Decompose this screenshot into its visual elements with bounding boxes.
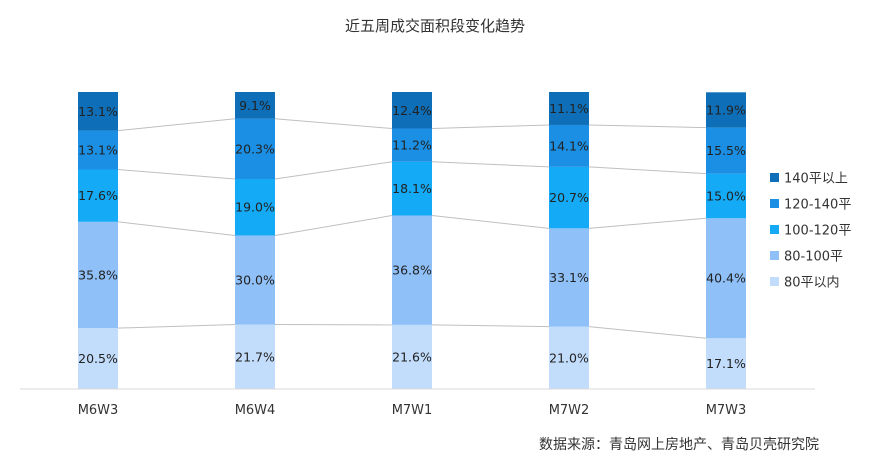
legend: 140平以上 120-140平 100-120平 80-100平 80平以内	[770, 172, 851, 291]
data-label: 21.7%	[235, 349, 275, 364]
connector-line	[588, 124, 707, 129]
bar-segment	[78, 169, 118, 222]
bar-segment	[78, 92, 118, 131]
data-label: 40.4%	[706, 271, 746, 286]
legend-swatch	[770, 173, 779, 182]
data-label: 11.9%	[706, 102, 746, 117]
data-label: 11.1%	[549, 101, 589, 116]
data-label: 14.1%	[549, 138, 589, 153]
data-label: 17.1%	[706, 356, 746, 371]
x-tick-label: M7W1	[392, 403, 433, 418]
connector-line	[117, 118, 236, 132]
bar-segment	[706, 173, 746, 219]
data-label: 13.1%	[78, 143, 118, 158]
x-tick-label: M7W2	[549, 403, 590, 418]
connector-line	[431, 324, 550, 328]
data-label: 21.6%	[392, 349, 432, 364]
connector-line	[431, 215, 550, 229]
chart-title: 近五周成交面积段变化趋势	[345, 17, 525, 35]
data-label: 19.0%	[235, 200, 275, 215]
data-label: 12.4%	[392, 103, 432, 118]
bar-segment	[549, 166, 589, 229]
bar-segment	[392, 324, 432, 389]
legend-label: 140平以上	[784, 172, 848, 187]
bar-segment	[549, 124, 589, 167]
connector-line	[117, 221, 236, 236]
x-tick-label: M7W3	[706, 403, 747, 418]
connector-line	[274, 118, 393, 130]
legend-swatch	[770, 251, 779, 260]
bar-segment	[706, 127, 746, 174]
connector-line	[431, 124, 550, 130]
bar-segment	[78, 130, 118, 170]
connector-line	[588, 326, 707, 339]
connector-line	[274, 215, 393, 236]
x-tick-label: M6W3	[78, 403, 119, 418]
data-label: 18.1%	[392, 181, 432, 196]
bar-segment	[706, 338, 746, 389]
x-axis-ticks: M6W3 M6W4 M7W1 M7W2 M7W3	[78, 403, 747, 418]
bar-segment	[235, 235, 275, 325]
connector-line	[117, 169, 236, 180]
legend-label: 80-100平	[784, 250, 843, 265]
data-label: 36.8%	[392, 263, 432, 278]
bar-segment	[706, 92, 746, 128]
bar-segment	[392, 215, 432, 325]
bar-segment	[392, 128, 432, 162]
bar-segment	[235, 92, 275, 119]
legend-swatch	[770, 225, 779, 234]
connector-line	[431, 161, 550, 168]
data-label: 20.7%	[549, 190, 589, 205]
bar-segment	[78, 221, 118, 329]
bar-segment	[392, 161, 432, 216]
x-tick-label: M6W4	[235, 403, 276, 418]
connector-line	[588, 166, 707, 175]
bar-segment	[706, 218, 746, 339]
connector-line	[117, 324, 236, 329]
data-label: 20.5%	[78, 351, 118, 366]
legend-swatch	[770, 199, 779, 208]
data-label: 11.2%	[392, 138, 432, 153]
connector-line	[588, 217, 707, 229]
connector-line	[274, 161, 393, 180]
data-label: 30.0%	[235, 273, 275, 288]
bar-segment	[549, 326, 589, 389]
data-label: 15.0%	[706, 188, 746, 203]
bars: 20.5% 35.8% 17.6% 13.1% 13.1% 21.7% 30.0% 19.0%…	[78, 92, 746, 389]
data-label: 20.3%	[235, 141, 275, 156]
legend-label: 120-140平	[784, 198, 851, 213]
legend-swatch	[770, 277, 779, 286]
bar-segment	[549, 228, 589, 327]
data-label: 15.5%	[706, 143, 746, 158]
bar-segment	[235, 324, 275, 389]
data-label: 35.8%	[78, 267, 118, 282]
bar-segment	[392, 92, 432, 129]
bar-segment	[235, 179, 275, 236]
bar-segment	[235, 118, 275, 180]
legend-label: 80平以内	[784, 275, 840, 291]
data-source-note: 数据来源：青岛网上房地产、青岛贝壳研究院	[539, 437, 819, 453]
data-label: 13.1%	[78, 104, 118, 119]
data-label: 9.1%	[239, 98, 271, 113]
bar-segment	[78, 328, 118, 389]
connector-lines	[117, 118, 707, 339]
data-label: 21.0%	[549, 350, 589, 365]
data-label: 17.6%	[78, 188, 118, 203]
data-label: 33.1%	[549, 270, 589, 285]
legend-label: 100-120平	[784, 224, 851, 239]
bar-segment	[549, 92, 589, 125]
